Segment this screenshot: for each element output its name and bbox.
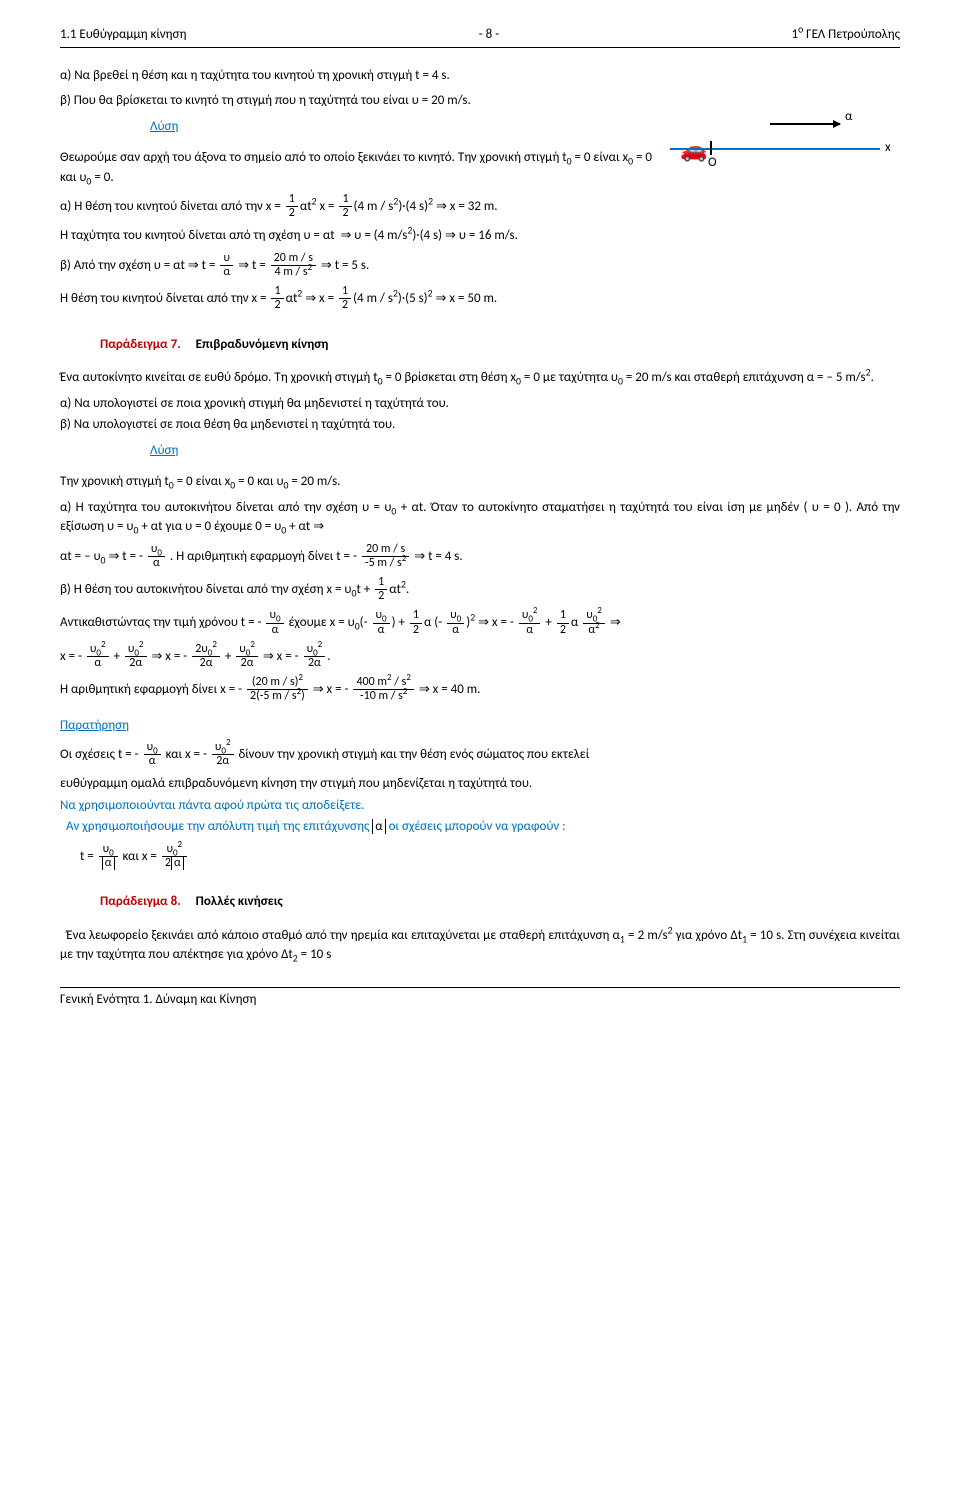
ex7-qa: α) Να υπολογιστεί σε ποια χρονική στιγμή… xyxy=(60,394,900,414)
ex7-statement: Ένα αυτοκίνητο κινείται σε ευθύ δρόμο. Τ… xyxy=(60,368,900,388)
header-left: 1.1 Ευθύγραμμη κίνηση xyxy=(60,25,186,45)
sol-a-position: α) Η θέση του κινητού δίνεται από την x … xyxy=(60,193,900,220)
header-center: - 8 - xyxy=(479,25,499,45)
question-b: β) Που θα βρίσκεται το κινητό τη στιγμή … xyxy=(60,91,900,111)
header-right: 1ο ΓΕΛ Πετρούπολης xyxy=(791,25,900,45)
ex7-line1: Την χρονική στιγμή t0 = 0 είναι x0 = 0 κ… xyxy=(60,472,900,492)
label-alpha: α xyxy=(845,107,852,127)
solution-label-1: Λύση xyxy=(150,117,178,137)
obs-line5: t = υ0α και x = υ022α xyxy=(80,843,900,870)
ex7-qb: β) Να υπολογιστεί σε ποια θέση θα μηδενι… xyxy=(60,415,900,435)
observation-label: Παρατήρηση xyxy=(60,716,129,736)
ex7-line7: Η αριθμητική εφαρμογή δίνει x = - (20 m … xyxy=(60,676,900,703)
question-a: α) Να βρεθεί η θέση και η ταχύτητα του κ… xyxy=(60,66,900,86)
ex8-statement: Ένα λεωφορείο ξεκινάει από κάποιο σταθμό… xyxy=(60,926,900,965)
page-header: 1.1 Ευθύγραμμη κίνηση - 8 - 1ο ΓΕΛ Πετρο… xyxy=(60,25,900,48)
ex7-line4: β) Η θέση του αυτοκινήτου δίνεται από τη… xyxy=(60,576,900,603)
label-origin: O xyxy=(708,153,717,173)
label-x: x xyxy=(885,138,891,158)
ex7-line2: α) Η ταχύτητα του αυτοκινήτου δίνεται απ… xyxy=(60,498,900,537)
example-8-label: Παράδειγμα 8. xyxy=(100,894,181,909)
ex7-line6: x = - υ02α + υ022α ⇒ x = - 2υ022α + υ022… xyxy=(60,643,900,670)
example-8-heading: Παράδειγμα 8. Πολλές κινήσεις xyxy=(100,892,900,912)
sol-a-velocity: Η ταχύτητα του κινητού δίνεται από τη σχ… xyxy=(60,226,900,246)
solution-label-2: Λύση xyxy=(150,441,178,461)
sol-b-position: Η θέση του κινητού δίνεται από την x = 1… xyxy=(60,285,900,312)
obs-line2: ευθύγραμμη ομαλά επιβραδυνόμενη κίνηση τ… xyxy=(60,774,900,794)
ex7-line3: αt = – υ0 ⇒ t = - υ0α . Η αριθμητική εφα… xyxy=(60,543,900,570)
example-7-heading: Παράδειγμα 7. Επιβραδυνόμενη κίνηση xyxy=(100,335,900,355)
example-7-title: Επιβραδυνόμενη κίνηση xyxy=(196,337,329,352)
obs-line3: Να χρησιμοποιούνται πάντα αφού πρώτα τις… xyxy=(60,796,900,816)
obs-line1: Οι σχέσεις t = - υ0α και x = - υ022α δίν… xyxy=(60,741,900,768)
ex7-line5: Αντικαθιστώντας την τιμή χρόνου t = - υ0… xyxy=(60,609,900,636)
axis-diagram: α 🚗 x O xyxy=(670,113,900,183)
sol-b-time: β) Από την σχέση υ = αt ⇒ t = υα ⇒ t = 2… xyxy=(60,252,900,279)
example-8-title: Πολλές κινήσεις xyxy=(196,894,283,909)
page-footer: Γενική Ενότητα 1. Δύναμη και Κίνηση xyxy=(60,987,900,1010)
obs-line4: Αν χρησιμοποιήσουμε την απόλυτη τιμή της… xyxy=(60,817,900,837)
example-7-label: Παράδειγμα 7. xyxy=(100,337,181,352)
